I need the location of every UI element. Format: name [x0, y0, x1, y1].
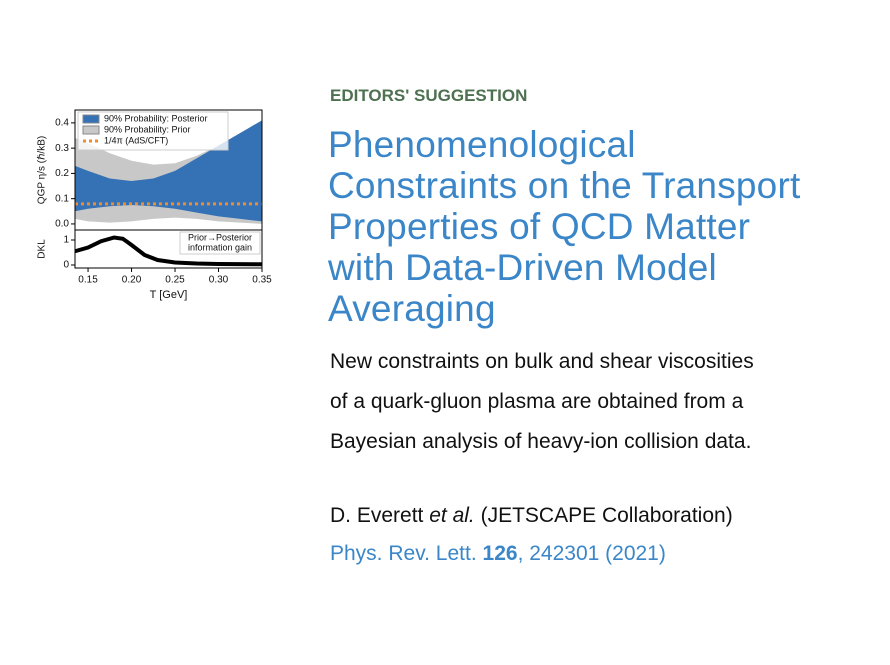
band	[75, 120, 262, 222]
dkl-line	[74, 235, 263, 267]
y-tick-label: 0.1	[55, 193, 69, 204]
legend-label: 1/4π (AdS/CFT)	[104, 135, 168, 145]
y-axis-label: QGP η/s (ℏ/kB)	[37, 136, 48, 204]
x-tick-label: 0.25	[165, 275, 185, 286]
author-name: D. Everett	[330, 504, 424, 527]
collaboration: (JETSCAPE Collaboration)	[480, 504, 733, 527]
x-tick-label: 0.20	[122, 275, 142, 286]
y-tick-label: 0.0	[55, 219, 69, 230]
y-tick-label: 0	[63, 260, 69, 271]
legend-swatch	[82, 125, 100, 135]
y-tick-label: 0.4	[55, 118, 69, 129]
legend-swatch	[82, 114, 100, 124]
authors: D. Everett et al. (JETSCAPE Collaboratio…	[330, 504, 733, 528]
et-al: et al.	[429, 504, 475, 527]
x-tick-label: 0.15	[78, 275, 98, 286]
legend-box	[77, 111, 229, 151]
axes-frame	[74, 229, 263, 269]
x-tick-label: 0.35	[252, 275, 272, 286]
y-tick-label: 0.2	[55, 168, 69, 179]
title-line: Constraints on the Transport	[328, 165, 801, 206]
title-line: Properties of QCD Matter	[328, 206, 751, 247]
citation[interactable]: Phys. Rev. Lett. 126, 242301 (2021)	[330, 542, 666, 566]
x-axis-label: T [GeV]	[150, 289, 188, 301]
annotation: Prior→Posterior	[188, 232, 252, 242]
summary-line: of a quark-gluon plasma are obtained fro…	[330, 390, 744, 413]
kicker: EDITORS' SUGGESTION	[330, 86, 528, 105]
legend-label: 90% Probability: Prior	[104, 124, 191, 134]
title-line: Averaging	[328, 288, 496, 329]
title-line: Phenomenological	[328, 124, 636, 165]
summary-line: Bayesian analysis of heavy-ion collision…	[330, 430, 752, 453]
annotation-box	[179, 231, 261, 255]
y-tick-label: 0.3	[55, 143, 69, 154]
title-line: with Data-Driven Model	[328, 247, 717, 288]
figure: 0.0 0.1 0.2 0.3 0.4 QGP η/s (ℏ/kB) 90% Probabi…	[37, 109, 272, 301]
x-tick-label: 0.30	[209, 275, 229, 286]
citation-rest: , 242301 (2021)	[517, 542, 666, 565]
legend-label: 90% Probability: Posterior	[104, 113, 208, 123]
annotation: information gain	[188, 242, 252, 252]
y-tick-label: 1	[63, 235, 69, 246]
journal: Phys. Rev. Lett.	[330, 542, 477, 565]
volume: 126	[482, 542, 518, 565]
summary-line: New constraints on bulk and shear viscos…	[330, 350, 754, 373]
y-axis-label: DKL	[37, 239, 48, 259]
